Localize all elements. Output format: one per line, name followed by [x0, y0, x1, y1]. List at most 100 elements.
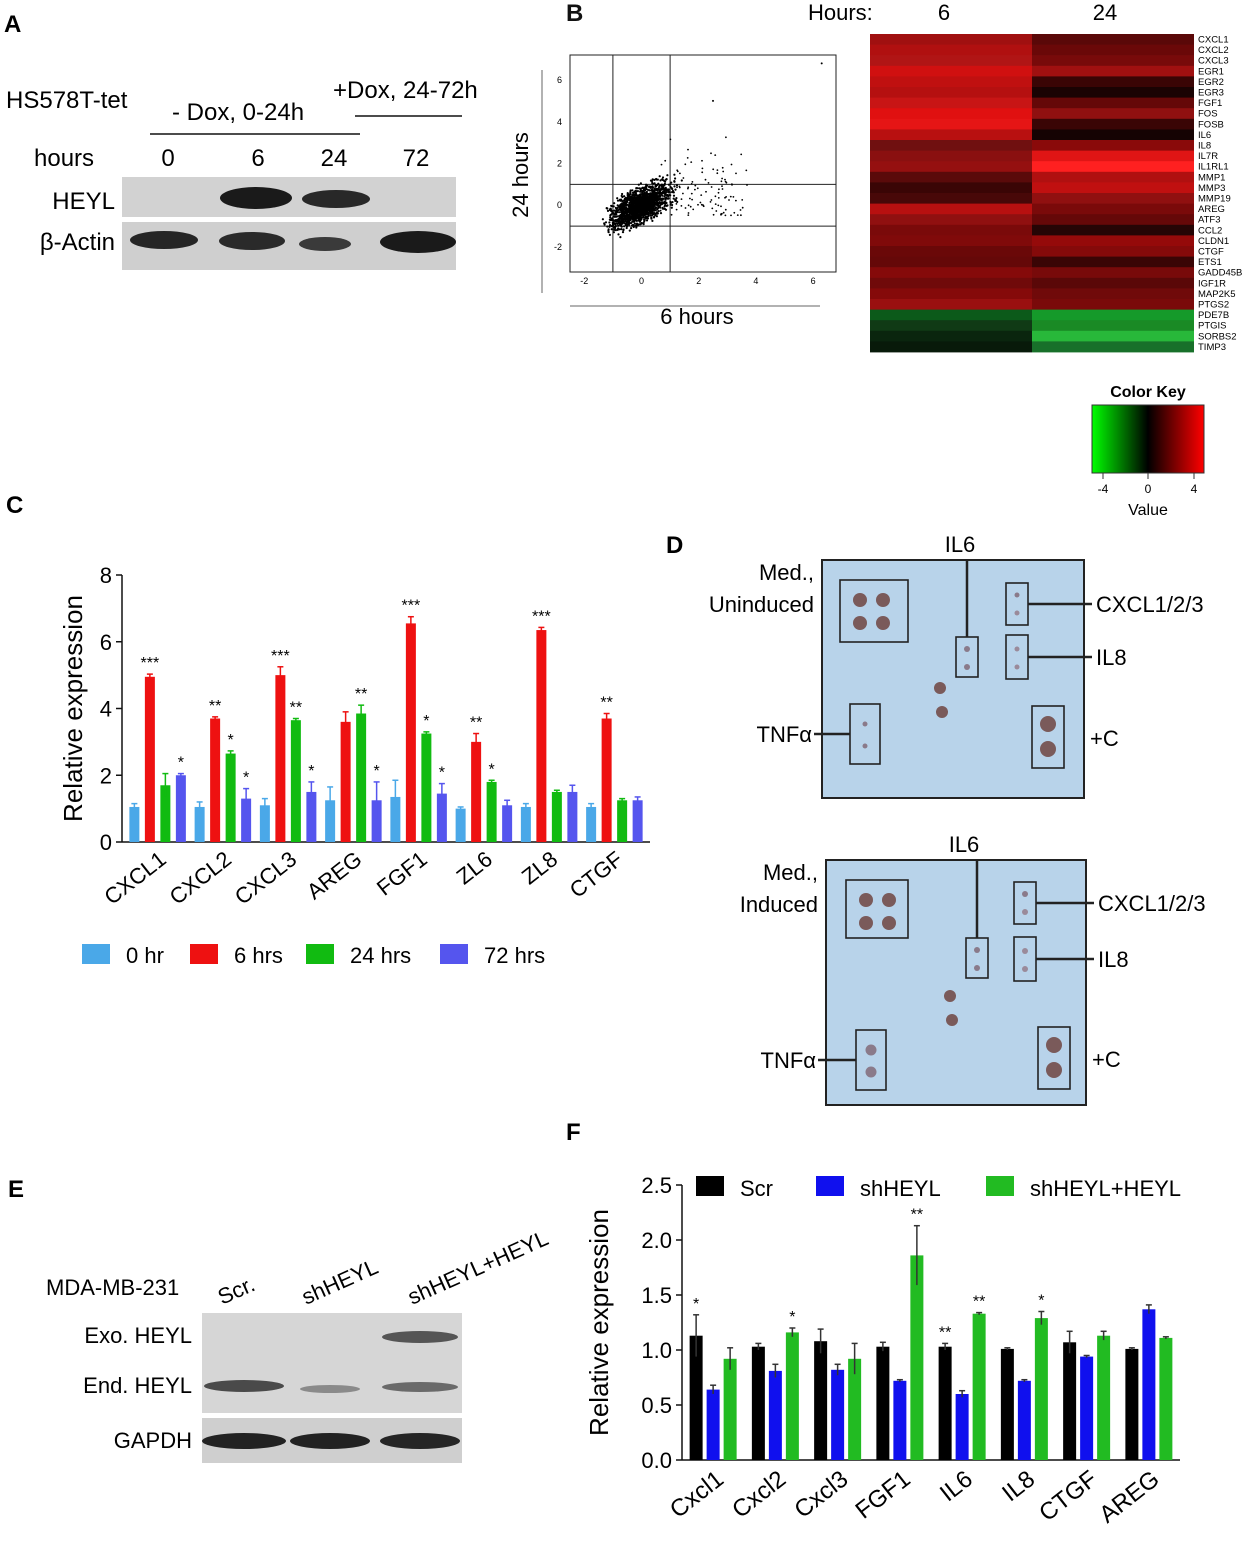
- scatter-point: [619, 236, 622, 239]
- legend-swatch: [82, 944, 110, 964]
- scatter-point: [739, 209, 742, 211]
- scatter-point: [652, 199, 655, 203]
- array-spot: [944, 990, 956, 1002]
- bar: [831, 1369, 845, 1460]
- scatter-point: [721, 185, 723, 188]
- scatter-point: [635, 187, 638, 190]
- scatter-point: [621, 211, 624, 214]
- scatter-point: [710, 199, 713, 201]
- scatter-frame: [569, 54, 837, 273]
- heatmap-cell-6h: [870, 140, 1032, 151]
- heatmap-gene-label: CXCL3: [1198, 56, 1229, 67]
- scatter-point: [607, 229, 610, 232]
- scatter-point: [660, 185, 664, 188]
- scatter-point: [736, 214, 739, 217]
- scatter-point: [652, 182, 655, 185]
- array-il6-title: IL6: [949, 832, 980, 857]
- legend-label: shHEYL: [860, 1176, 941, 1201]
- bar: [210, 718, 221, 842]
- scatter-point: [643, 189, 647, 192]
- scatter-point: [669, 183, 671, 186]
- heatmap-cell-6h: [870, 214, 1032, 226]
- array-spot: [936, 706, 948, 718]
- scatter-point: [609, 214, 612, 217]
- scatter-point: [690, 183, 693, 185]
- end-heyl-band-sh: [300, 1385, 360, 1393]
- significance-mark: *: [243, 770, 249, 787]
- scatter-point: [705, 190, 707, 193]
- scatter-point: [639, 182, 642, 185]
- scatter-point: [671, 191, 674, 194]
- heatmap-cell-6h: [870, 320, 1032, 332]
- scatter-point: [664, 208, 667, 210]
- scatter-point: [648, 193, 651, 196]
- bar: [706, 1389, 720, 1460]
- scatter-point: [710, 186, 713, 188]
- timepoint-72: 72: [403, 145, 430, 172]
- scatter-point: [712, 168, 715, 171]
- color-key-tick-pos: 4: [1191, 482, 1198, 496]
- bar: [1017, 1380, 1031, 1460]
- bar: [551, 791, 562, 842]
- scatter-point: [614, 226, 617, 230]
- scatter-point: [720, 205, 722, 208]
- scatter-point: [667, 188, 670, 191]
- bar: [768, 1370, 782, 1460]
- heatmap-gene-label: ATF3: [1198, 215, 1221, 226]
- scatter-point: [635, 222, 639, 225]
- heatmap-gene-label: CCL2: [1198, 225, 1222, 236]
- legend-label: Scr: [740, 1176, 773, 1201]
- scatter-point: [616, 206, 619, 210]
- category-label: FGF1: [372, 846, 432, 900]
- scatter-point: [637, 204, 640, 207]
- scatter-point: [675, 208, 678, 211]
- scatter-point: [653, 196, 656, 199]
- scatter-point: [633, 216, 637, 219]
- scatter-point: [635, 219, 638, 222]
- scatter-point: [653, 178, 656, 181]
- scatter-point: [656, 201, 659, 204]
- heatmap-cell-6h: [870, 161, 1032, 173]
- scatter-point: [626, 196, 629, 199]
- scatter-point: [652, 189, 655, 192]
- panel-e-label: E: [8, 1176, 24, 1203]
- bar: [325, 800, 336, 842]
- scatter-point: [631, 189, 634, 192]
- scatter-point: [625, 226, 628, 230]
- scatter-point: [611, 212, 614, 215]
- heatmap-gene-label: EGR1: [1198, 66, 1224, 77]
- panel-b-label: B: [566, 0, 584, 27]
- heatmap-cell-24h: [1032, 65, 1194, 77]
- scatter-point: [620, 228, 623, 231]
- scatter-point: [710, 152, 712, 155]
- scatter-point: [714, 195, 717, 198]
- scatter-point: [608, 224, 612, 227]
- heatmap-cell-24h: [1032, 299, 1194, 310]
- scatter-point: [731, 184, 733, 186]
- scatter-point: [745, 169, 748, 172]
- significance-mark: ***: [141, 655, 160, 672]
- bar: [225, 753, 236, 842]
- scatter-point: [639, 205, 643, 208]
- scatter-point: [675, 197, 678, 200]
- scatter-point: [610, 225, 613, 228]
- heatmap-gene-label: MMP3: [1198, 183, 1225, 194]
- scatter-point: [655, 177, 658, 181]
- scatter-point: [639, 194, 642, 197]
- heatmap-cell-6h: [870, 224, 1032, 236]
- heatmap-cell-6h: [870, 330, 1032, 342]
- y-axis-label: Relative expression: [584, 1209, 614, 1436]
- scatter-point: [623, 195, 626, 198]
- bar: [405, 623, 416, 842]
- array-spot: [876, 616, 890, 630]
- scatter-point: [664, 178, 667, 181]
- scatter-point: [725, 196, 727, 198]
- timepoint-24: 24: [321, 145, 348, 172]
- scatter-point: [626, 200, 629, 203]
- heatmap-cell-6h: [870, 76, 1032, 88]
- end-heyl-band-rescue: [382, 1382, 458, 1392]
- scatter-point: [684, 163, 687, 166]
- bar: [1080, 1356, 1094, 1460]
- scatter-point: [627, 193, 630, 196]
